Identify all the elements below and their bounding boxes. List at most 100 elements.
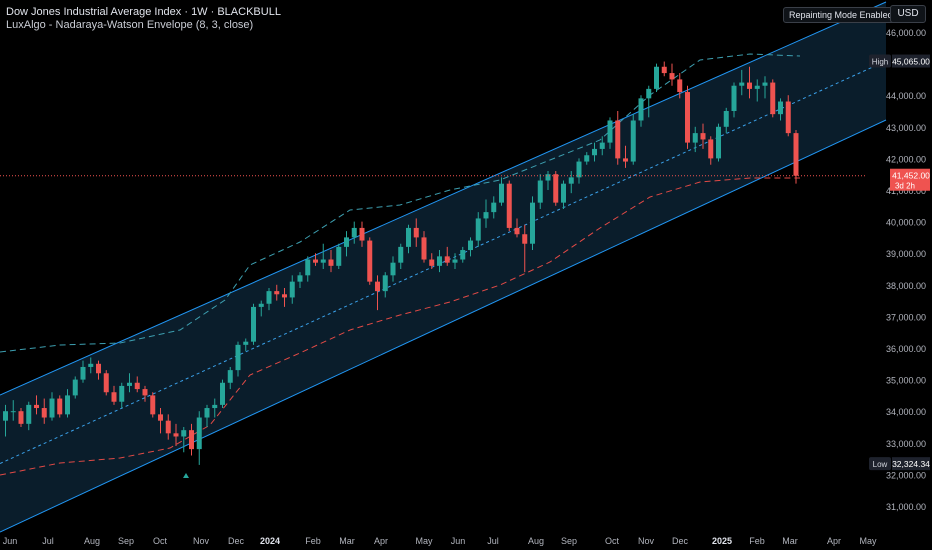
candle-body	[406, 227, 411, 247]
candle	[468, 237, 473, 257]
candle	[49, 392, 55, 421]
channel-fill	[0, 2, 886, 532]
candle-body	[413, 227, 419, 238]
candle-body	[220, 382, 225, 405]
candle-body	[553, 174, 559, 203]
price-label-box	[892, 54, 930, 68]
candle-body	[158, 414, 163, 421]
candle	[793, 129, 799, 184]
candle	[460, 246, 466, 263]
candle	[313, 253, 318, 266]
currency-button[interactable]: USD	[890, 5, 926, 23]
y-tick-label: 34,000.00	[886, 407, 926, 417]
candle	[235, 341, 241, 377]
candle	[398, 243, 404, 269]
candle	[677, 73, 683, 99]
candle	[282, 287, 287, 307]
candle-body	[96, 363, 101, 374]
candle-body	[336, 246, 342, 266]
candle	[568, 171, 574, 194]
candle	[475, 212, 481, 247]
candle-body	[437, 256, 442, 266]
y-tick-label: 33,000.00	[886, 439, 926, 449]
candle	[134, 376, 140, 393]
candle	[127, 373, 132, 393]
candle-body	[204, 408, 210, 418]
x-tick-label: Aug	[84, 536, 100, 546]
candle-body	[530, 202, 535, 244]
candle	[220, 379, 225, 409]
candle-body	[18, 411, 24, 424]
x-tick-label: Feb	[305, 536, 321, 546]
candle	[413, 218, 419, 247]
candle	[158, 408, 163, 434]
x-tick-label: Jun	[451, 536, 466, 546]
y-tick-label: 31,000.00	[886, 502, 926, 512]
candle	[359, 221, 365, 247]
price-label-tag	[869, 457, 891, 471]
candle-body	[731, 85, 737, 111]
candle-body	[615, 120, 621, 159]
candle-body	[289, 281, 295, 298]
candle-body	[475, 218, 481, 241]
candle	[762, 76, 768, 99]
envelope-lower-curve	[0, 177, 800, 476]
candle-body	[274, 291, 280, 295]
envelope-upper-curve	[0, 53, 801, 353]
candle	[367, 237, 373, 285]
x-tick-label: Jul	[42, 536, 54, 546]
candle	[375, 275, 380, 311]
x-tick-label: May	[415, 536, 433, 546]
candle	[111, 385, 117, 405]
candle-body	[282, 294, 287, 298]
candle	[3, 404, 8, 437]
x-tick-label: Nov	[638, 536, 655, 546]
candle-body	[677, 79, 683, 93]
candle	[406, 224, 411, 254]
candle-body	[747, 82, 752, 89]
candle	[785, 95, 791, 137]
candle-body	[444, 256, 450, 263]
price-label-box	[890, 168, 930, 191]
candle-body	[65, 395, 70, 415]
candle-body	[483, 212, 489, 219]
candle	[506, 180, 512, 232]
candle-body	[165, 420, 171, 434]
y-tick-label: 41,000.00	[886, 186, 926, 196]
candle	[592, 142, 597, 162]
candle-body	[607, 120, 613, 143]
candle-body	[305, 259, 311, 276]
candle	[57, 395, 63, 418]
indicator-legend[interactable]: LuxAlgo - Nadaraya-Watson Envelope (8, 3…	[6, 19, 254, 31]
candle	[576, 158, 582, 184]
candle-body	[3, 411, 8, 421]
channel-mid-line	[0, 60, 887, 464]
candle-body	[762, 82, 768, 86]
candle-body	[716, 126, 721, 159]
candle-body	[344, 237, 349, 247]
candle-body	[26, 404, 32, 424]
candle-body	[654, 66, 659, 89]
low-marker-icon	[183, 473, 189, 478]
candle	[243, 338, 249, 352]
candle-body	[630, 120, 636, 162]
candle-body	[150, 395, 156, 415]
candle-body	[181, 430, 187, 437]
candle-body	[669, 73, 675, 80]
candle	[483, 199, 489, 228]
candle-body	[41, 408, 47, 418]
candle-body	[499, 183, 504, 203]
candle	[514, 218, 520, 238]
candle-body	[57, 398, 63, 415]
candle	[421, 231, 427, 263]
candle	[685, 85, 690, 149]
candle-body	[10, 411, 16, 413]
candle-body	[173, 433, 179, 437]
candle	[289, 275, 295, 304]
candle-body	[491, 202, 497, 213]
x-tick-label: Mar	[782, 536, 798, 546]
candle-body	[80, 366, 86, 380]
candle	[150, 392, 156, 418]
candle	[181, 427, 187, 453]
